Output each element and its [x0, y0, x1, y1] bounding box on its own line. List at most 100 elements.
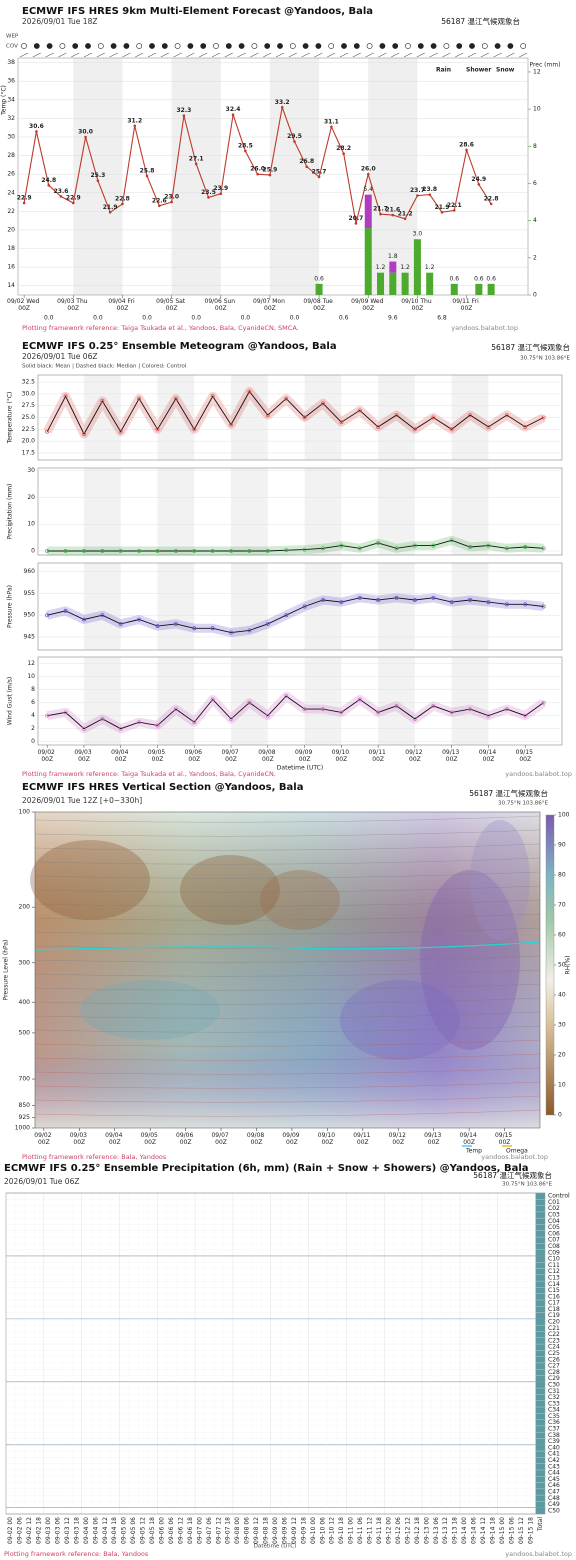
row-label: C02 [548, 1205, 560, 1212]
ensemble-point [210, 697, 215, 702]
station: 56187 温江气候观象台 [491, 342, 570, 352]
column-label: 09-04 18 [111, 1517, 118, 1544]
ensemble-point [229, 630, 234, 635]
wind-barb [378, 52, 387, 58]
daily-total: 0.0 [191, 315, 201, 322]
isentrope [34, 1067, 541, 1075]
wind-barb [186, 52, 195, 58]
row-label: C48 [548, 1495, 560, 1502]
x-tick-label: 09/11 00Z [369, 749, 388, 763]
temperature-point [305, 165, 309, 169]
isentrope [34, 955, 541, 963]
x-axis-label: Datetime (UTC) [254, 1544, 297, 1550]
rh-blob [420, 870, 520, 1050]
daily-total: 0.0 [93, 315, 103, 322]
ensemble-point [155, 624, 160, 629]
ensemble-point [247, 700, 252, 705]
row-label: C15 [548, 1287, 560, 1294]
temperature-point [145, 174, 149, 178]
cloud-icon [149, 43, 155, 49]
temperature-point [96, 179, 100, 182]
y-tick-label: 18 [7, 245, 15, 252]
x-tick-label: 09/09 00Z [295, 749, 314, 763]
footer: Plotting framework reference: Bala, Yand… [22, 1153, 167, 1161]
row-label: C21 [548, 1325, 560, 1332]
ensemble-point [173, 621, 178, 626]
wind-barb [480, 52, 489, 58]
colorbar-tick-label: 0 [558, 1112, 562, 1119]
temperature-point [317, 175, 321, 179]
temperature-point [440, 210, 444, 214]
y-axis-label: Pressure (hPa) [7, 585, 14, 628]
day-band [157, 563, 195, 650]
plot-frame [37, 562, 563, 651]
bar-total-label: 0.6 [449, 275, 459, 282]
cloud-icon [72, 43, 79, 49]
cloud-icon [494, 43, 501, 49]
temperature-label: 22.9 [66, 194, 81, 201]
ensemble-point [210, 394, 215, 399]
y-axis-label: Precipitation (mm) [7, 484, 14, 540]
footer: Plotting framework reference: Taiga Tsuk… [22, 770, 276, 778]
ensemble-point [394, 703, 399, 708]
plot-frame [17, 57, 529, 296]
temperature-label: 25.9 [263, 167, 278, 174]
day-band [378, 563, 415, 650]
ensemble-point [449, 427, 454, 432]
column-label: 09-03 12 [64, 1517, 71, 1544]
wind-barb [403, 52, 413, 58]
temperature-label: 26.0 [361, 166, 376, 173]
wind-barb [391, 52, 400, 58]
temperature-point [428, 193, 431, 196]
ensemble-mean [47, 539, 544, 552]
row-label: C29 [548, 1375, 560, 1382]
row-label: WEP [6, 34, 19, 40]
temperature-point [366, 172, 370, 176]
ensemble-point [137, 617, 142, 622]
daily-total: 0.0 [241, 315, 251, 322]
ensemble-point [82, 726, 86, 731]
ensemble-point [284, 694, 289, 699]
cloud-icon [392, 43, 399, 49]
temperature-point [84, 135, 87, 139]
rh-blob [260, 870, 340, 930]
wind-barb [250, 52, 259, 58]
ensemble-point [118, 621, 123, 626]
y-tick-label: 26 [7, 171, 15, 178]
wind-barb [96, 52, 105, 58]
isentrope [34, 983, 541, 991]
footer: Plotting framework reference: Taiga Tsuk… [22, 324, 299, 332]
ensemble-point [82, 432, 86, 436]
y-tick-label: 38 [7, 59, 15, 66]
rh-blob [80, 980, 220, 1040]
isentrope [34, 1039, 541, 1047]
row-label: C14 [548, 1281, 560, 1288]
day-band [231, 563, 268, 650]
colorbar-tick-label: 10 [558, 1082, 566, 1089]
ensemble-point [468, 545, 473, 549]
coords: 30.75°N 103.86°E [520, 356, 570, 362]
temperature-point [477, 183, 481, 186]
ensemble-point [210, 549, 215, 553]
temperature-label: 28.5 [238, 142, 253, 149]
temperature-label: 22.9 [17, 194, 32, 201]
y-tick-label: 20 [27, 494, 35, 501]
plot-frame [37, 467, 563, 556]
y-tick-label: 24 [7, 189, 15, 196]
note: Solid black: Mean | Dashed black: Median… [22, 364, 187, 370]
cloud-icon [59, 43, 66, 49]
temperature-label: 29.5 [287, 133, 302, 140]
temperature-label: 22.1 [447, 202, 462, 209]
ensemble-point [321, 598, 325, 602]
daily-total: 0.6 [339, 315, 349, 322]
coords: 30.75°N 103.86°E [498, 801, 548, 807]
column-label: 09-03 18 [73, 1517, 80, 1544]
wind-barb [173, 52, 182, 58]
temperature-label: 33.2 [275, 99, 290, 106]
row-label: C26 [548, 1356, 560, 1363]
row-label: C43 [548, 1463, 560, 1470]
x-tick-label: 09/04 00Z [111, 749, 130, 763]
ensemble-point [431, 415, 436, 420]
title: ECMWF IFS HRES 9km Multi-Element Forecas… [22, 6, 373, 17]
x-tick-label: 09/05 00Z [141, 1132, 160, 1146]
